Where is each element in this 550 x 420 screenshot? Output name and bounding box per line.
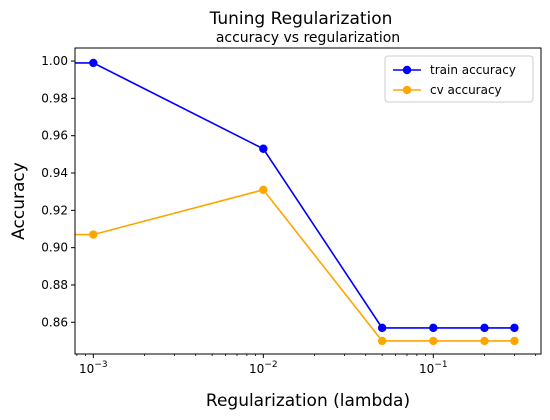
data-point [480,336,489,346]
legend-marker [402,65,412,75]
y-tick-label: 0.92 [41,203,68,217]
legend-box [384,55,534,103]
chart-title: Tuning Regularization [209,9,393,29]
legend-marker [402,85,412,95]
y-tick-label: 0.90 [41,241,68,255]
data-point [89,58,98,68]
data-point [259,185,268,195]
y-axis-label: Accuracy [9,162,29,240]
data-point [259,144,268,153]
legend: train accuracy cv accuracy [384,55,534,103]
data-point [429,336,438,346]
y-tick-label: 0.86 [41,315,68,329]
series-line-0 [75,62,515,329]
x-axis-label: Regularization (lambda) [206,391,410,411]
y-tick-label: 0.88 [41,278,68,292]
legend-label: cv accuracy [430,83,502,97]
data-point [429,323,438,333]
y-tick-label: 0.96 [41,129,68,143]
x-axis: 10−3 10−2 10−1 [76,354,537,376]
plot-frame [74,47,542,355]
x-tick-label: 10−2 [249,360,278,376]
y-axis: 0.86 0.88 0.90 0.92 0.94 0.96 0.98 1.00 [41,54,75,329]
x-tick-label: 10−3 [79,360,108,376]
legend-label: train accuracy [430,63,516,77]
data-point [510,336,519,346]
y-tick-label: 0.98 [41,91,68,105]
data-point [377,323,387,333]
y-tick-label: 0.94 [41,166,68,180]
data-point [377,336,387,346]
data-point [89,230,98,239]
data-point [480,323,489,333]
x-tick-label: 10−1 [419,360,448,376]
series-line-1 [75,188,515,342]
y-tick-label: 1.00 [41,54,68,68]
data-point [510,323,519,333]
plot-area [75,58,519,346]
chart-subtitle: accuracy vs regularization [216,30,400,46]
